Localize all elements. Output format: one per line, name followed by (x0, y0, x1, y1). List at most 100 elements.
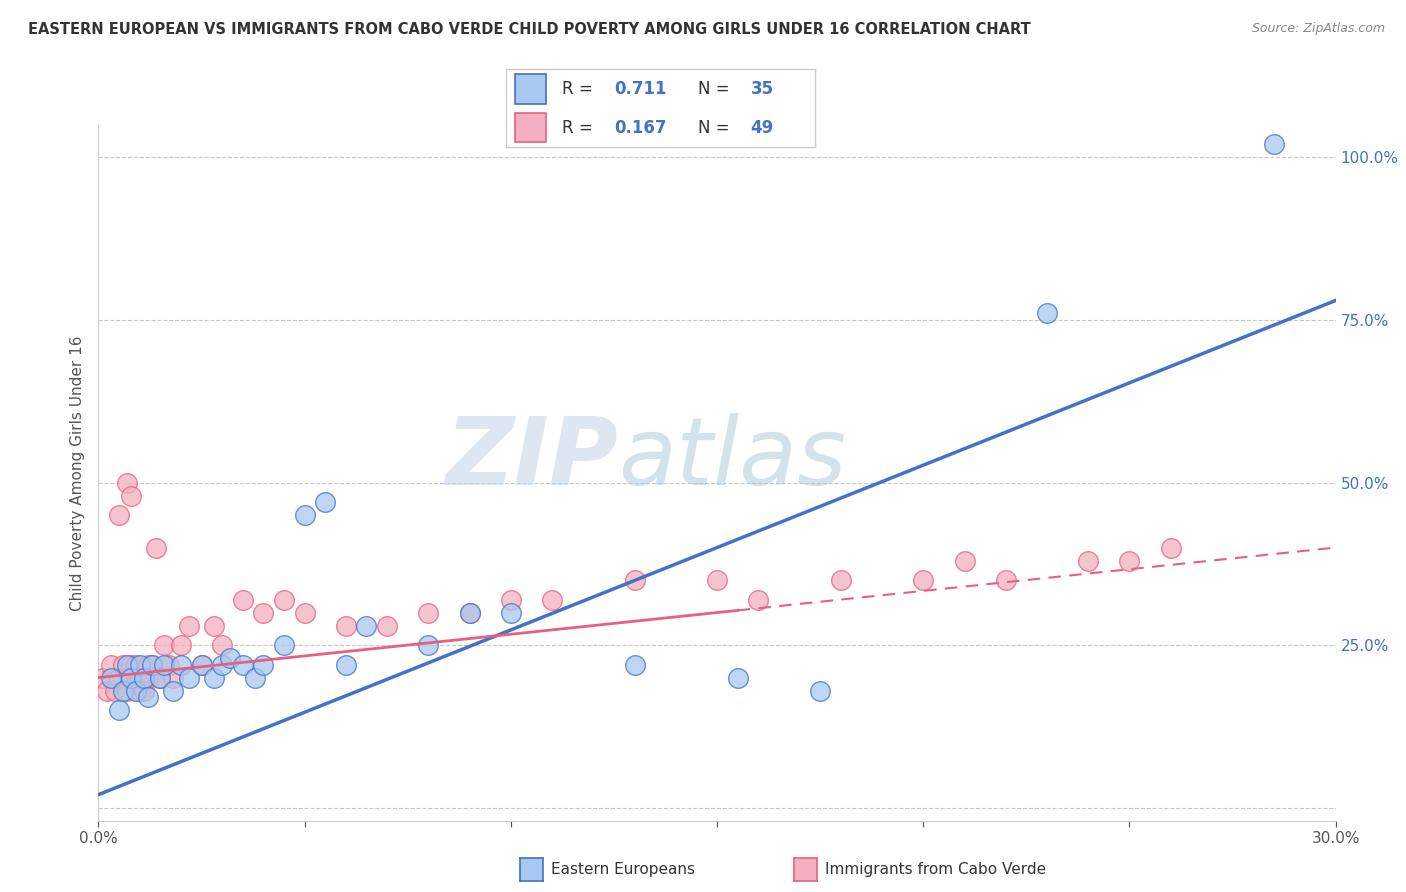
Point (132, 671, 155, 685)
Point (994, 573, 1017, 587)
Point (136, 657, 159, 672)
Point (202, 618, 225, 632)
Point (141, 657, 163, 672)
Point (117, 475, 139, 490)
Point (117, 657, 139, 672)
Point (623, 573, 645, 587)
Point (124, 671, 146, 685)
Text: ZIP: ZIP (446, 413, 619, 505)
Point (202, 671, 225, 685)
Point (128, 683, 150, 698)
Text: Eastern Europeans: Eastern Europeans (551, 863, 695, 877)
Point (1077, 553, 1099, 567)
Text: 35: 35 (751, 80, 773, 98)
Point (418, 638, 440, 652)
Point (108, 508, 131, 522)
Text: N =: N = (697, 119, 735, 136)
Point (153, 657, 176, 672)
Bar (516, 112, 547, 143)
Y-axis label: Child Poverty Among Girls Under 16: Child Poverty Among Girls Under 16 (69, 335, 84, 610)
Point (356, 618, 378, 632)
Point (727, 671, 749, 685)
Point (541, 592, 564, 607)
Text: Immigrants from Cabo Verde: Immigrants from Cabo Verde (825, 863, 1046, 877)
Point (232, 657, 254, 672)
Point (706, 573, 728, 587)
Text: EASTERN EUROPEAN VS IMMIGRANTS FROM CABO VERDE CHILD POVERTY AMONG GIRLS UNDER 1: EASTERN EUROPEAN VS IMMIGRANTS FROM CABO… (28, 22, 1031, 37)
Point (132, 683, 155, 698)
Point (211, 657, 233, 672)
Point (100, 657, 122, 672)
Point (179, 618, 201, 632)
Point (108, 671, 131, 685)
Point (145, 541, 167, 555)
Point (141, 657, 163, 672)
Point (108, 703, 131, 717)
Point (294, 508, 316, 522)
Point (912, 573, 935, 587)
Point (458, 606, 481, 620)
Point (808, 683, 831, 698)
Point (499, 592, 522, 607)
Point (120, 489, 142, 503)
Point (136, 690, 159, 704)
Point (273, 638, 295, 652)
Point (1036, 306, 1059, 320)
Point (335, 657, 357, 672)
Point (294, 606, 316, 620)
Text: Source: ZipAtlas.com: Source: ZipAtlas.com (1251, 22, 1385, 36)
Point (335, 618, 357, 632)
Point (149, 671, 172, 685)
Point (1118, 553, 1140, 567)
Point (149, 671, 172, 685)
Point (252, 606, 274, 620)
Point (232, 592, 254, 607)
Text: R =: R = (562, 80, 598, 98)
Point (190, 657, 212, 672)
Point (170, 638, 193, 652)
Point (157, 657, 180, 672)
Point (314, 495, 336, 509)
Point (120, 657, 142, 672)
Point (120, 671, 142, 685)
Point (623, 657, 645, 672)
Text: 0.711: 0.711 (614, 80, 666, 98)
Point (117, 683, 139, 698)
Point (162, 683, 184, 698)
Point (96, 683, 118, 698)
Text: 49: 49 (751, 119, 773, 136)
Point (153, 638, 176, 652)
Point (252, 657, 274, 672)
Point (953, 553, 976, 567)
Point (179, 671, 201, 685)
Bar (516, 74, 547, 104)
Point (136, 671, 159, 685)
Point (211, 638, 233, 652)
Point (91, 671, 114, 685)
Point (499, 606, 522, 620)
Point (1263, 137, 1285, 152)
Point (124, 683, 146, 698)
Point (747, 592, 769, 607)
Text: R =: R = (562, 119, 598, 136)
Text: N =: N = (697, 80, 735, 98)
Point (162, 671, 184, 685)
Point (1160, 541, 1182, 555)
Point (243, 671, 266, 685)
Point (128, 657, 150, 672)
Point (418, 606, 440, 620)
Text: atlas: atlas (619, 413, 846, 504)
Point (830, 573, 852, 587)
Point (112, 683, 135, 698)
Point (458, 606, 481, 620)
Point (190, 657, 212, 672)
Point (375, 618, 398, 632)
Point (112, 657, 135, 672)
Point (104, 683, 127, 698)
Point (124, 657, 146, 672)
Point (170, 657, 193, 672)
Point (100, 671, 122, 685)
Point (128, 671, 150, 685)
Point (273, 592, 295, 607)
Point (219, 651, 242, 665)
